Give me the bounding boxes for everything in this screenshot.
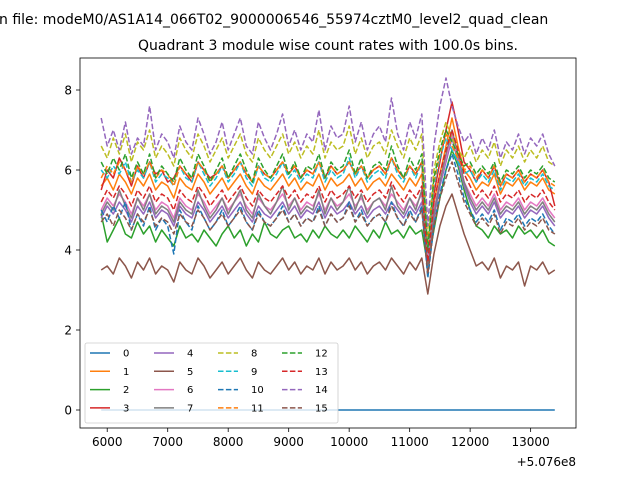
series-line-4	[100, 137, 556, 271]
y-tick-label: 8	[64, 84, 72, 98]
x-tick-label: 10000	[330, 435, 368, 449]
legend-label-11: 11	[251, 403, 264, 414]
series-line-12	[100, 129, 556, 251]
y-tick-label: 4	[64, 244, 72, 258]
x-tick-label: 8000	[213, 435, 244, 449]
plot-frame	[79, 57, 577, 429]
y-axis: 0 2 4 6 8	[64, 84, 80, 418]
x-tick-label: 11000	[391, 435, 429, 449]
legend-label-12: 12	[315, 349, 328, 360]
series-line-8	[100, 121, 556, 243]
figure-suptitle: n file: modeM0/AS1A14_066T02_9000006546_…	[0, 12, 548, 28]
series-line-15	[100, 161, 556, 275]
legend-label-3: 3	[123, 403, 129, 414]
x-offset-label: +5.076e8	[517, 455, 576, 469]
y-tick-label: 2	[64, 324, 72, 338]
series-layer	[100, 77, 556, 411]
series-line-5	[100, 193, 556, 295]
legend-label-8: 8	[251, 349, 257, 360]
legend-label-2: 2	[123, 385, 129, 396]
x-tick-label: 6000	[92, 435, 123, 449]
series-line-7	[100, 129, 556, 271]
legend-label-4: 4	[187, 349, 193, 360]
series-line-11	[100, 133, 556, 247]
legend-box	[84, 342, 339, 424]
legend-label-0: 0	[123, 349, 129, 360]
y-tick-label: 0	[64, 404, 72, 418]
series-line-1	[100, 117, 556, 255]
legend-label-15: 15	[315, 403, 328, 414]
legend-label-9: 9	[251, 367, 257, 378]
x-tick-label: 9000	[273, 435, 304, 449]
x-tick-label: 13000	[512, 435, 550, 449]
legend-label-13: 13	[315, 367, 328, 378]
y-tick-label: 6	[64, 164, 72, 178]
legend-label-7: 7	[187, 403, 193, 414]
chart-title: Quadrant 3 module wise count rates with …	[138, 38, 518, 54]
legend-label-10: 10	[251, 385, 264, 396]
legend-label-5: 5	[187, 367, 193, 378]
series-line-2	[100, 149, 556, 267]
legend-label-14: 14	[315, 385, 328, 396]
legend-label-6: 6	[187, 385, 193, 396]
series-line-13	[100, 129, 556, 263]
legend-label-1: 1	[123, 367, 129, 378]
x-tick-label: 12000	[451, 435, 489, 449]
x-tick-label: 7000	[152, 435, 183, 449]
x-axis: 6000 7000 8000 9000 10000 11000 12000 13000	[92, 428, 550, 449]
series-line-14	[100, 77, 556, 227]
